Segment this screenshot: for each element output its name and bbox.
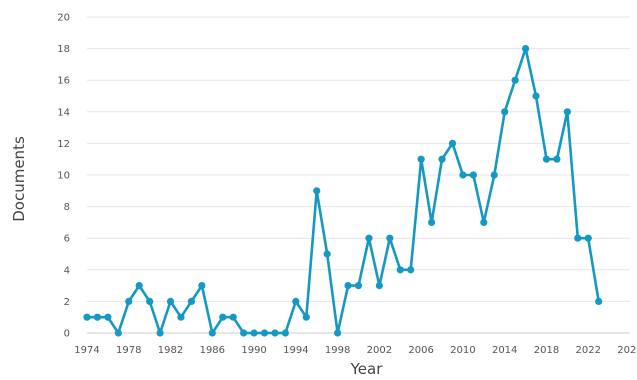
data-point <box>469 171 477 179</box>
data-point <box>595 297 603 305</box>
y-tick-label: 4 <box>64 265 70 276</box>
y-tick-labels: 0 2 4 6 8 10 12 14 16 18 20 <box>57 13 70 340</box>
data-point <box>511 76 519 84</box>
data-point <box>114 329 122 337</box>
data-point <box>135 282 143 290</box>
data-point <box>187 297 196 305</box>
y-tick-label: 20 <box>57 13 70 24</box>
x-tick-label: 2002 <box>367 345 392 356</box>
data-point <box>521 45 530 53</box>
data-point <box>271 329 279 337</box>
x-tick-labels: 1974 1978 1982 1986 1990 1994 1998 2002 2006 2010… <box>74 345 637 356</box>
data-point <box>334 329 342 337</box>
y-tick-label: 16 <box>57 76 70 87</box>
x-tick-label: 2010 <box>450 345 475 356</box>
y-tick-label: 8 <box>64 202 70 213</box>
data-point <box>563 108 571 116</box>
y-tick-label: 14 <box>57 107 70 118</box>
data-point <box>375 282 383 290</box>
documents-series-line <box>85 47 600 335</box>
data-point <box>323 250 331 258</box>
data-point <box>459 171 467 179</box>
y-tick-label: 6 <box>64 234 70 245</box>
data-point <box>219 313 227 321</box>
data-point <box>407 266 415 274</box>
x-axis-title: Year <box>350 360 384 378</box>
y-tick-label: 12 <box>57 139 70 150</box>
x-tick-label: 2018 <box>534 345 559 356</box>
data-point <box>177 313 185 321</box>
data-point <box>542 155 551 163</box>
data-point <box>156 329 164 337</box>
x-tick-label: 2022 <box>576 345 601 356</box>
x-tick-label: 1978 <box>116 345 141 356</box>
y-tick-label: 18 <box>57 44 70 55</box>
x-tick-label: 1998 <box>325 345 350 356</box>
data-point <box>553 155 561 163</box>
x-tick-label: 2026 <box>617 345 637 356</box>
data-point <box>229 313 237 321</box>
data-point <box>448 139 457 147</box>
data-point <box>292 297 300 305</box>
data-point <box>250 329 258 337</box>
data-point <box>532 92 540 100</box>
data-point <box>302 313 310 321</box>
data-point <box>344 282 352 290</box>
y-gridlines <box>87 16 630 302</box>
x-tick-label: 1982 <box>158 345 183 356</box>
y-tick-label: 2 <box>64 297 70 308</box>
x-tick-label: 1986 <box>200 345 225 356</box>
data-point <box>104 313 112 321</box>
data-point <box>260 329 269 337</box>
data-point <box>501 108 509 116</box>
x-tick-label: 2006 <box>408 345 433 356</box>
y-tick-label: 0 <box>64 329 70 340</box>
x-tick-label: 1994 <box>283 345 308 356</box>
data-point <box>240 329 248 337</box>
data-point <box>313 187 321 195</box>
data-point <box>354 282 363 290</box>
data-point <box>281 329 290 337</box>
x-tick-label: 1974 <box>74 345 99 356</box>
x-tick-label: 1990 <box>241 345 266 356</box>
data-point <box>146 297 154 305</box>
y-tick-label: 10 <box>57 171 70 182</box>
data-points <box>83 45 603 337</box>
data-point <box>427 218 436 226</box>
data-point <box>584 234 592 242</box>
data-point <box>166 297 175 305</box>
data-point <box>198 282 206 290</box>
data-point <box>574 234 582 242</box>
data-point <box>208 329 216 337</box>
data-point <box>83 313 91 321</box>
data-point <box>417 155 425 163</box>
data-point <box>365 234 373 242</box>
data-point <box>438 155 446 163</box>
data-point <box>490 171 498 179</box>
x-tick-label: 2014 <box>492 345 517 356</box>
y-axis-title: Documents <box>10 136 28 222</box>
data-point <box>93 313 102 321</box>
data-point <box>125 297 133 305</box>
data-point <box>480 218 488 226</box>
data-point <box>396 266 404 274</box>
data-point <box>386 234 394 242</box>
